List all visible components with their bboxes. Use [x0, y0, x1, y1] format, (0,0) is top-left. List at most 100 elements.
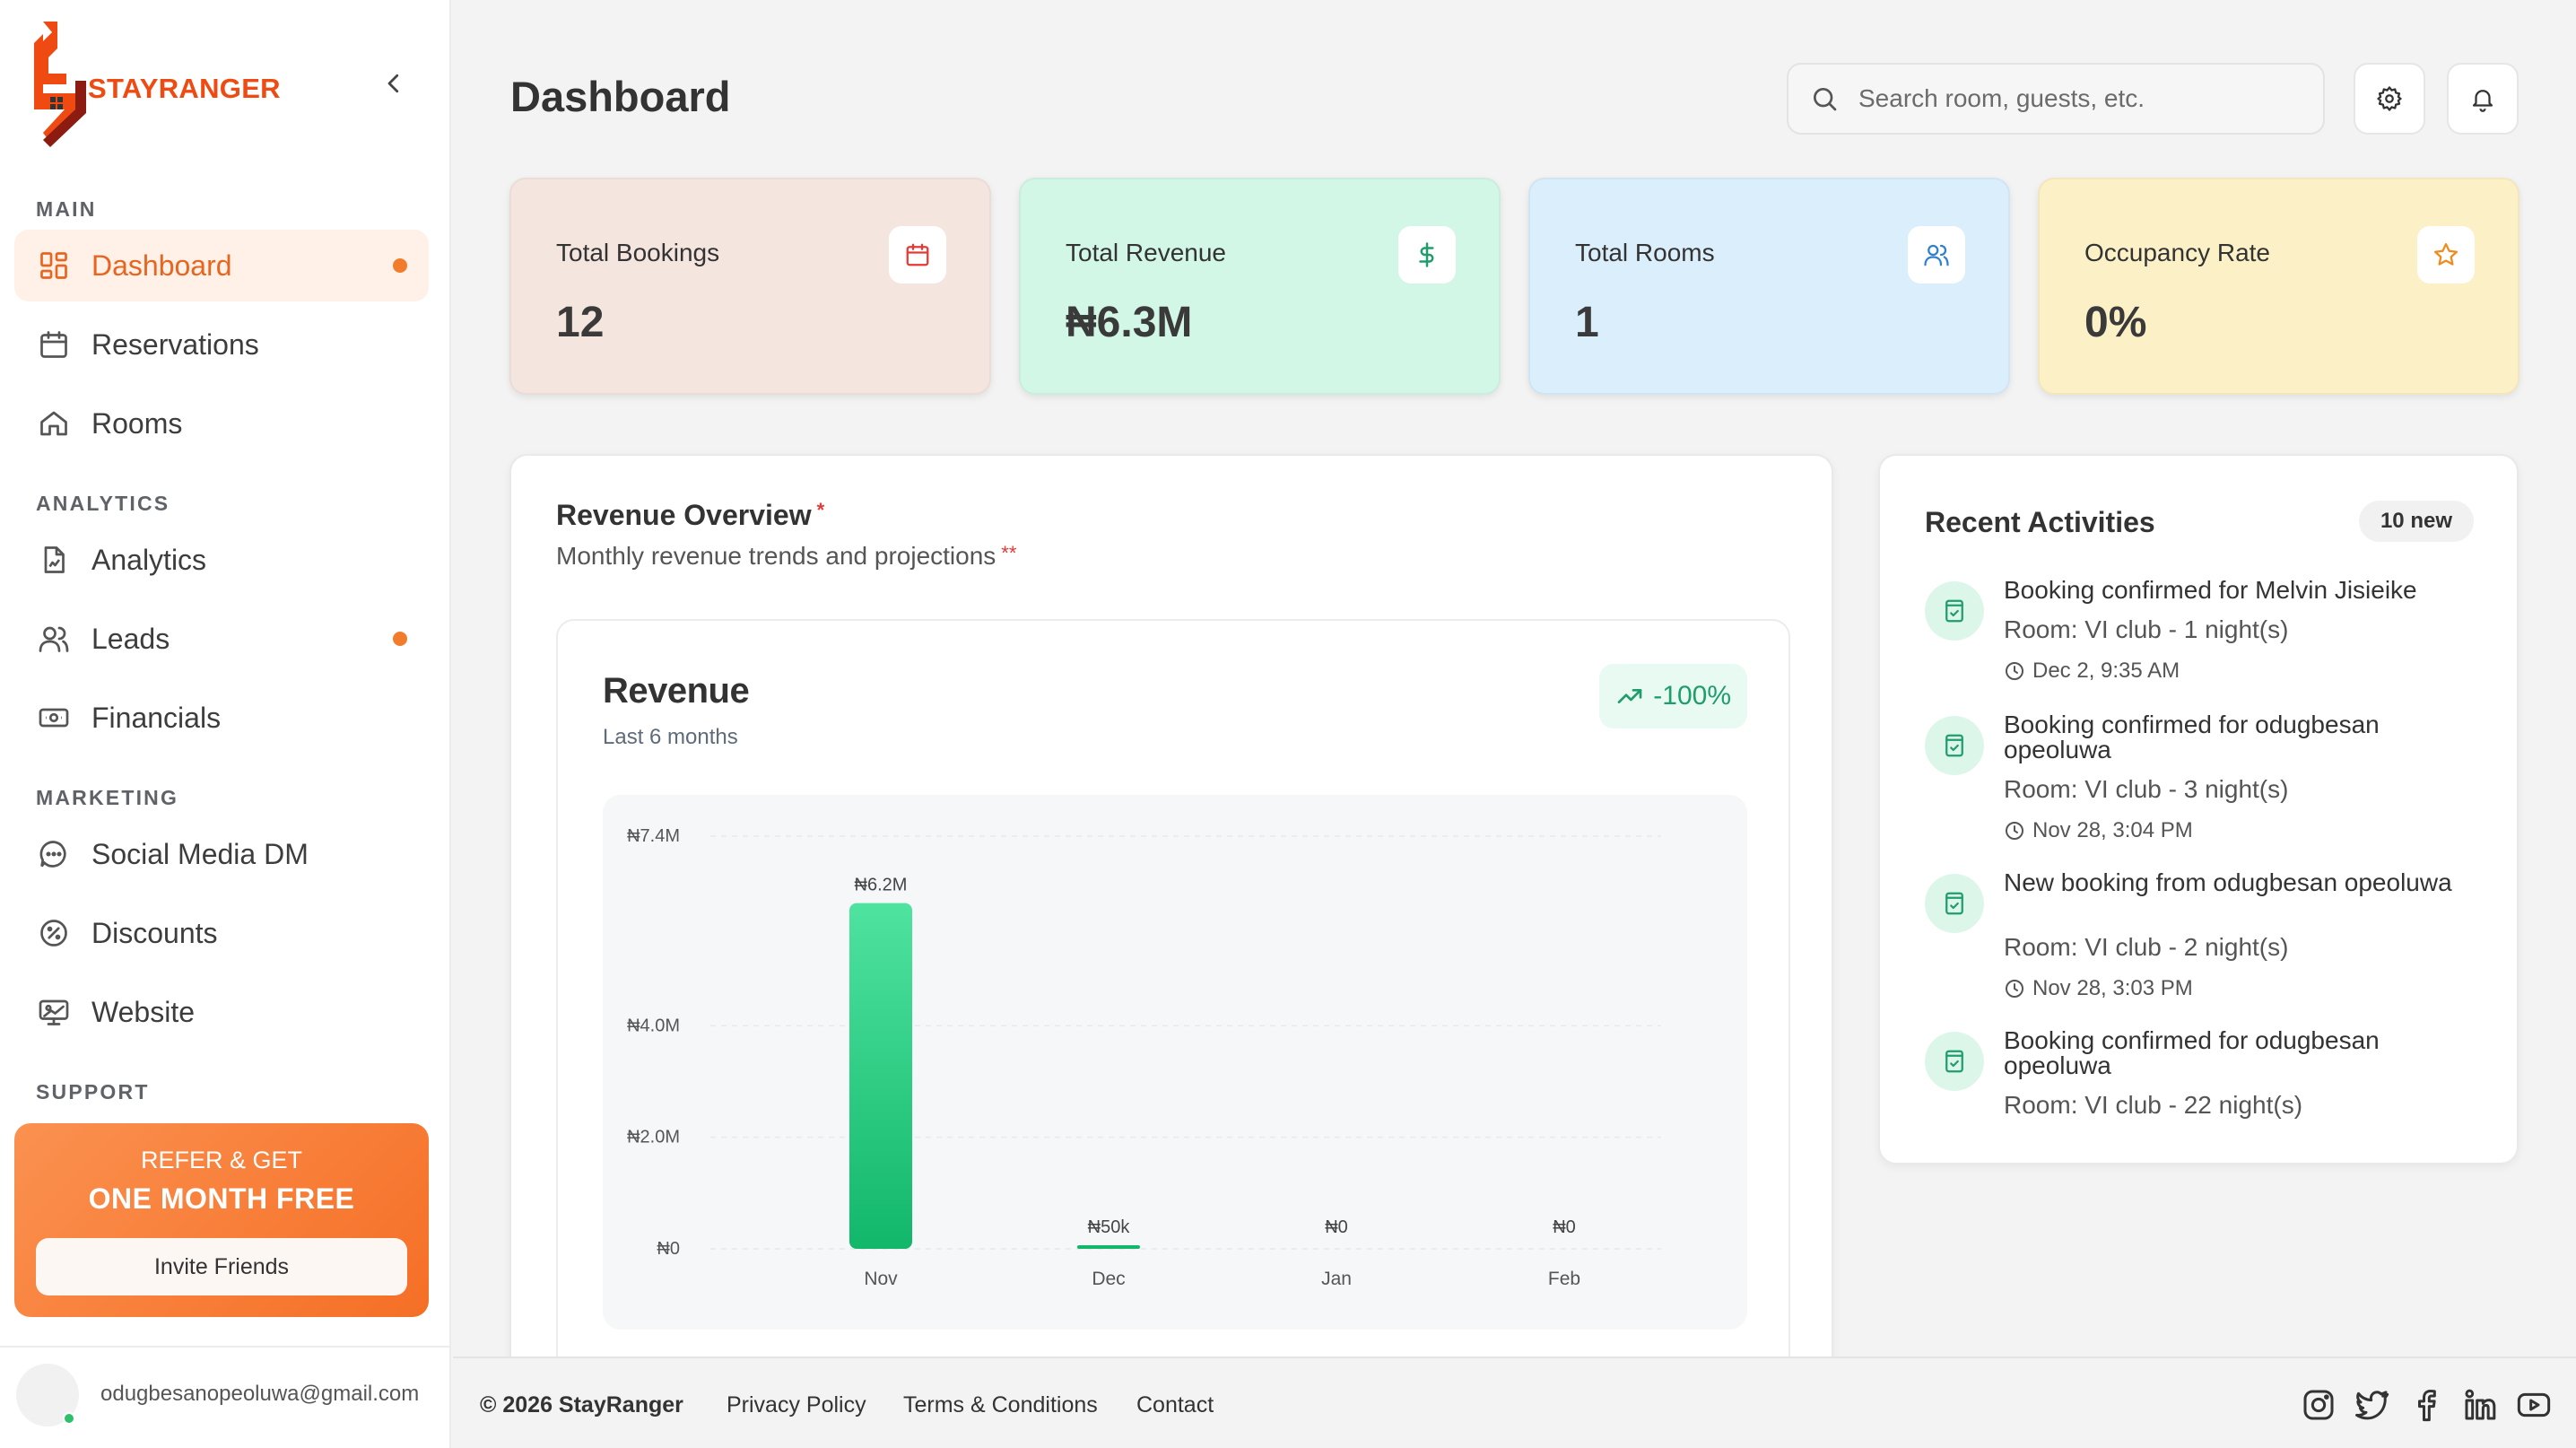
section-label-analytics: ANALYTICS [36, 492, 170, 515]
search-input[interactable] [1858, 84, 2307, 113]
gear-icon [2377, 86, 2402, 111]
stat-card-occupancy-rate: Occupancy Rate 0% [2038, 178, 2519, 395]
activity-icon-box [1925, 1032, 1984, 1091]
sidebar-item-financials[interactable]: Financials [14, 682, 429, 754]
activity-room: Room: VI club - 22 night(s) [2004, 1091, 2303, 1119]
contact-link[interactable]: Contact [1136, 1392, 1214, 1417]
new-count-badge: 10 new [2358, 501, 2474, 542]
twitter-icon[interactable] [2354, 1387, 2390, 1423]
data-label: ₦6.2M [855, 876, 908, 895]
stat-value: ₦6.3M [1066, 299, 1193, 346]
instagram-icon[interactable] [2301, 1387, 2337, 1423]
linkedin-icon[interactable] [2462, 1387, 2498, 1423]
activity-headline: Booking confirmed for odugbesan opeoluwa [2004, 1026, 2380, 1079]
search-icon [1814, 88, 1837, 111]
chat-icon [39, 841, 66, 868]
section-label-support: SUPPORT [36, 1080, 150, 1103]
calendar-icon [906, 243, 929, 266]
sidebar-item-label: Discounts [91, 916, 218, 949]
facebook-icon[interactable] [2408, 1387, 2444, 1423]
sidebar-item-label: Dashboard [91, 249, 232, 282]
revenue-overview-title: Revenue Overview * [556, 499, 824, 532]
home-icon [40, 411, 67, 436]
user-email: odugbesanopeoluwa@gmail.com [100, 1382, 420, 1406]
clock-icon [2006, 822, 2023, 840]
trend-value: -100% [1653, 681, 1731, 711]
sidebar-item-label: Rooms [91, 406, 183, 440]
stat-card-total-rooms: Total Rooms 1 [1528, 178, 2010, 395]
title-asterisk: * [816, 499, 825, 521]
booking-check-icon [1945, 734, 1963, 757]
sidebar-item-website[interactable]: Website [14, 976, 429, 1048]
sidebar-item-label: Financials [91, 701, 222, 734]
stat-card-total-bookings: Total Bookings 12 [509, 178, 991, 395]
activity-icon-box [1925, 716, 1984, 775]
sidebar-item-analytics[interactable]: Analytics [14, 524, 429, 596]
sidebar-item-rooms[interactable]: Rooms [14, 388, 429, 459]
search-bar[interactable] [1787, 63, 2325, 135]
users-icon [1924, 244, 1949, 266]
user-profile[interactable]: odugbesanopeoluwa@gmail.com [0, 1346, 451, 1448]
privacy-policy-link[interactable]: Privacy Policy [727, 1392, 866, 1417]
stat-label: Total Revenue [1066, 239, 1227, 266]
refer-promo-headline: ONE MONTH FREE [88, 1182, 355, 1215]
notification-dot [393, 258, 407, 273]
users-icon [39, 626, 69, 652]
sidebar-item-discounts[interactable]: Discounts [14, 897, 429, 969]
sidebar-item-social-media-dm[interactable]: Social Media DM [14, 818, 429, 890]
bell-icon [2472, 90, 2493, 112]
brand-name: STAYRANGER [88, 73, 281, 104]
sidebar-item-leads[interactable]: Leads [14, 603, 429, 675]
x-tick-label: Dec [1092, 1269, 1125, 1289]
settings-button[interactable] [2354, 63, 2425, 135]
sidebar-item-label: Reservations [91, 327, 259, 361]
activity-icon-box [1925, 581, 1984, 641]
sidebar-item-label: Website [91, 995, 196, 1028]
grid-icon [40, 252, 67, 279]
youtube-icon[interactable] [2516, 1387, 2552, 1423]
brand-logo[interactable]: STAYRANGER [30, 22, 282, 156]
stat-label: Total Rooms [1575, 239, 1715, 266]
activity-room: Room: VI club - 3 night(s) [2004, 775, 2289, 803]
y-tick-label: ₦2.0M [627, 1128, 680, 1147]
activity-time: Nov 28, 3:04 PM [2004, 818, 2193, 843]
copyright: © 2026 StayRanger [480, 1392, 683, 1417]
discount-icon [40, 920, 67, 946]
collapse-sidebar-button[interactable] [380, 70, 407, 97]
revenue-chart-card: Revenue Last 6 months -100% ₦0 ₦2.0M ₦4.0M… [556, 619, 1790, 1444]
section-label-marketing: MARKETING [36, 786, 179, 809]
notification-dot [393, 632, 407, 646]
terms-link[interactable]: Terms & Conditions [903, 1392, 1098, 1417]
activity-icon-box [1925, 874, 1984, 933]
sidebar-item-label: Social Media DM [91, 837, 309, 870]
bar-nov [849, 903, 912, 1249]
trend-badge: -100% [1599, 664, 1747, 728]
y-tick-label: ₦0 [657, 1239, 680, 1259]
data-label: ₦0 [1325, 1217, 1348, 1237]
subtitle-asterisk: ** [1001, 542, 1017, 564]
dollar-icon [1419, 242, 1434, 267]
activity-headline: Booking confirmed for Melvin Jisieike [2004, 576, 2417, 604]
clock-icon [2006, 980, 2023, 998]
activity-room: Room: VI club - 2 night(s) [2004, 933, 2289, 961]
stat-card-total-revenue: Total Revenue ₦6.3M [1019, 178, 1501, 395]
refer-promo-card: REFER & GET ONE MONTH FREE Invite Friend… [14, 1123, 429, 1317]
activity-time: Dec 2, 9:35 AM [2004, 659, 2180, 684]
chart-subtitle: Last 6 months [603, 725, 738, 749]
booking-check-icon [1945, 1050, 1963, 1073]
page-title: Dashboard [510, 73, 731, 120]
recent-activities-title: Recent Activities [1925, 506, 2155, 538]
stayranger-logo-icon [34, 22, 86, 147]
data-label: ₦50k [1088, 1217, 1131, 1237]
revenue-bar-chart: ₦0 ₦2.0M ₦4.0M ₦7.4M ₦6.2M Nov ₦50k Dec ₦0 Jan ₦0 F… [627, 826, 1661, 1289]
stat-label: Total Bookings [556, 239, 720, 266]
sidebar-item-dashboard[interactable]: Dashboard [14, 230, 429, 301]
sidebar-item-label: Analytics [91, 543, 207, 576]
refer-promo-kicker: REFER & GET [140, 1147, 303, 1173]
notifications-button[interactable] [2447, 63, 2519, 135]
revenue-overview-panel: Revenue Overview * Monthly revenue trends… [509, 454, 1833, 1448]
sidebar-item-reservations[interactable]: Reservations [14, 309, 429, 380]
stat-value: 12 [556, 299, 605, 346]
activity-time-text: Nov 28, 3:04 PM [2032, 818, 2193, 842]
invite-friends-button[interactable]: Invite Friends [36, 1238, 407, 1295]
